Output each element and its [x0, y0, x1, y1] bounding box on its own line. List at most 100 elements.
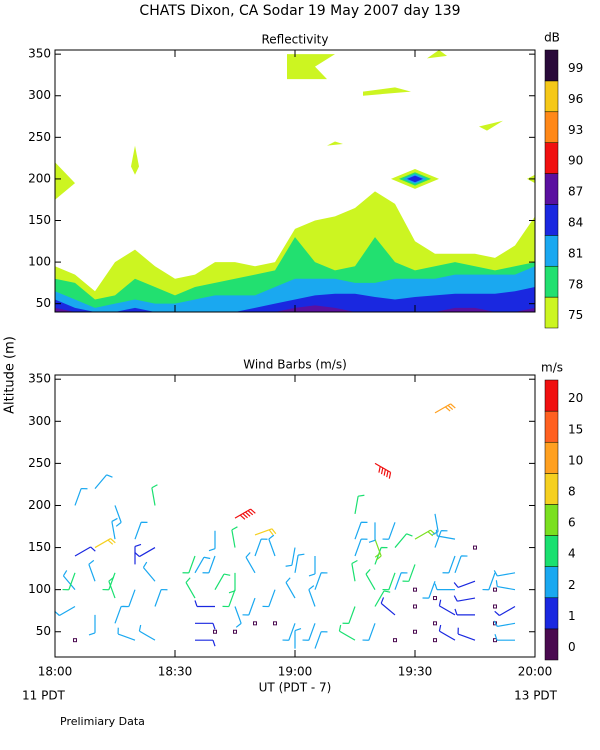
colorbar-segment: [544, 379, 559, 412]
wind-barb: [122, 589, 136, 608]
wind-barb: [414, 529, 436, 540]
y-axis-label: Altitude (m): [3, 336, 18, 414]
colorbar-tick-label: 99: [568, 61, 583, 75]
wind-barb: [111, 517, 118, 540]
wind-barb: [228, 572, 236, 594]
wind-barb: [182, 555, 196, 574]
colorbar-label: m/s: [541, 361, 563, 375]
wind-barb: [102, 572, 116, 591]
colorbar-segment: [544, 235, 559, 267]
wind-barb: [457, 627, 476, 641]
wind-barb: [434, 583, 455, 591]
wind-barb: [268, 534, 276, 557]
y-tick-label: 150: [28, 213, 51, 227]
colorbar-tick-label: 96: [568, 92, 583, 106]
panel-title: Wind Barbs (m/s): [243, 358, 347, 372]
wind-barb: [434, 530, 448, 548]
wind-barb: [493, 620, 516, 628]
colorbar-segment: [544, 296, 559, 329]
colorbar-tick-label: 78: [568, 277, 583, 291]
colorbar-tick-label: 4: [568, 547, 576, 561]
calm-marker: [433, 596, 437, 601]
colorbar-tick-label: 90: [568, 154, 583, 168]
calm-marker: [273, 621, 277, 626]
calm-marker: [413, 587, 417, 592]
y-tick-label: 50: [36, 624, 51, 638]
wind-barb: [114, 605, 128, 624]
contour-area: [55, 50, 535, 312]
left-note: 11 PDT: [22, 689, 66, 703]
calm-marker: [473, 545, 477, 550]
colorbar-segment: [544, 204, 559, 236]
colorbar-tick-label: 6: [568, 516, 576, 530]
y-tick-label: 100: [28, 582, 51, 596]
calm-marker: [433, 638, 437, 643]
colorbar-tick-label: 20: [568, 391, 583, 405]
wind-barb: [134, 543, 142, 565]
wind-barb: [294, 553, 305, 573]
wind-barb: [234, 606, 242, 628]
colorbar-segment: [544, 80, 559, 113]
colorbar-tick-label: 75: [568, 308, 583, 322]
wind-barb: [117, 627, 136, 641]
wind-barb: [214, 573, 231, 590]
colorbar-tick-label: 2: [568, 578, 576, 592]
colorbar-segment: [544, 597, 559, 630]
contour-patch: [327, 141, 343, 146]
contour-patch: [363, 87, 411, 96]
y-tick-label: 100: [28, 255, 51, 269]
wind-barb: [94, 538, 116, 549]
wind-barb: [231, 526, 238, 548]
contour-patch: [427, 50, 447, 59]
wind-barb: [382, 522, 396, 540]
wind-barb: [185, 577, 196, 599]
calm-marker: [393, 638, 397, 643]
wind-barb: [442, 555, 456, 574]
wind-barb: [362, 623, 376, 641]
y-tick-label: 300: [28, 88, 51, 102]
wind-barb: [493, 570, 516, 577]
wind-barb: [354, 538, 368, 557]
calm-marker: [413, 604, 417, 609]
calm-marker: [73, 638, 77, 643]
wind-barb: [62, 570, 76, 591]
colorbar-tick-label: 81: [568, 246, 583, 260]
wind-barb: [368, 522, 376, 543]
y-tick-label: 250: [28, 130, 51, 144]
wind-barb: [494, 633, 515, 641]
colorbar-segment: [544, 473, 559, 505]
wind-barb: [422, 581, 436, 599]
wind-barb: [138, 624, 156, 641]
wind-barb: [74, 487, 88, 506]
x-tick-label: 18:30: [158, 665, 193, 679]
colorbar-tick-label: 10: [568, 453, 583, 467]
colorbar-segment: [544, 265, 559, 298]
y-tick-label: 150: [28, 540, 51, 554]
wind-barb: [453, 595, 476, 602]
wind-barb: [351, 559, 358, 582]
wind-barb: [453, 580, 476, 588]
wind-barb: [195, 639, 216, 647]
x-tick-label: 19:00: [278, 665, 313, 679]
wind-barb: [134, 547, 156, 558]
colorbar-segment: [544, 142, 559, 174]
calm-marker: [493, 587, 497, 592]
colorbar-tick-label: 1: [568, 609, 576, 623]
x-tick-label: 20:00: [518, 665, 553, 679]
wind-barb: [208, 530, 216, 552]
wind-barb: [495, 580, 516, 591]
wind-barb: [54, 605, 76, 617]
wind-barb: [245, 552, 256, 574]
colorbar-segment: [544, 535, 559, 567]
wind-barb: [308, 585, 316, 607]
y-tick-label: 200: [28, 171, 51, 185]
wind-barb: [94, 474, 113, 490]
wind-barb: [435, 529, 456, 540]
contour-patch: [407, 175, 423, 183]
contour-patch: [479, 120, 503, 131]
wind-barb: [314, 631, 328, 649]
wind-barb: [438, 624, 456, 641]
wind-barb: [374, 538, 382, 561]
colorbar-tick-label: 15: [568, 422, 583, 436]
wind-barb: [342, 606, 356, 625]
